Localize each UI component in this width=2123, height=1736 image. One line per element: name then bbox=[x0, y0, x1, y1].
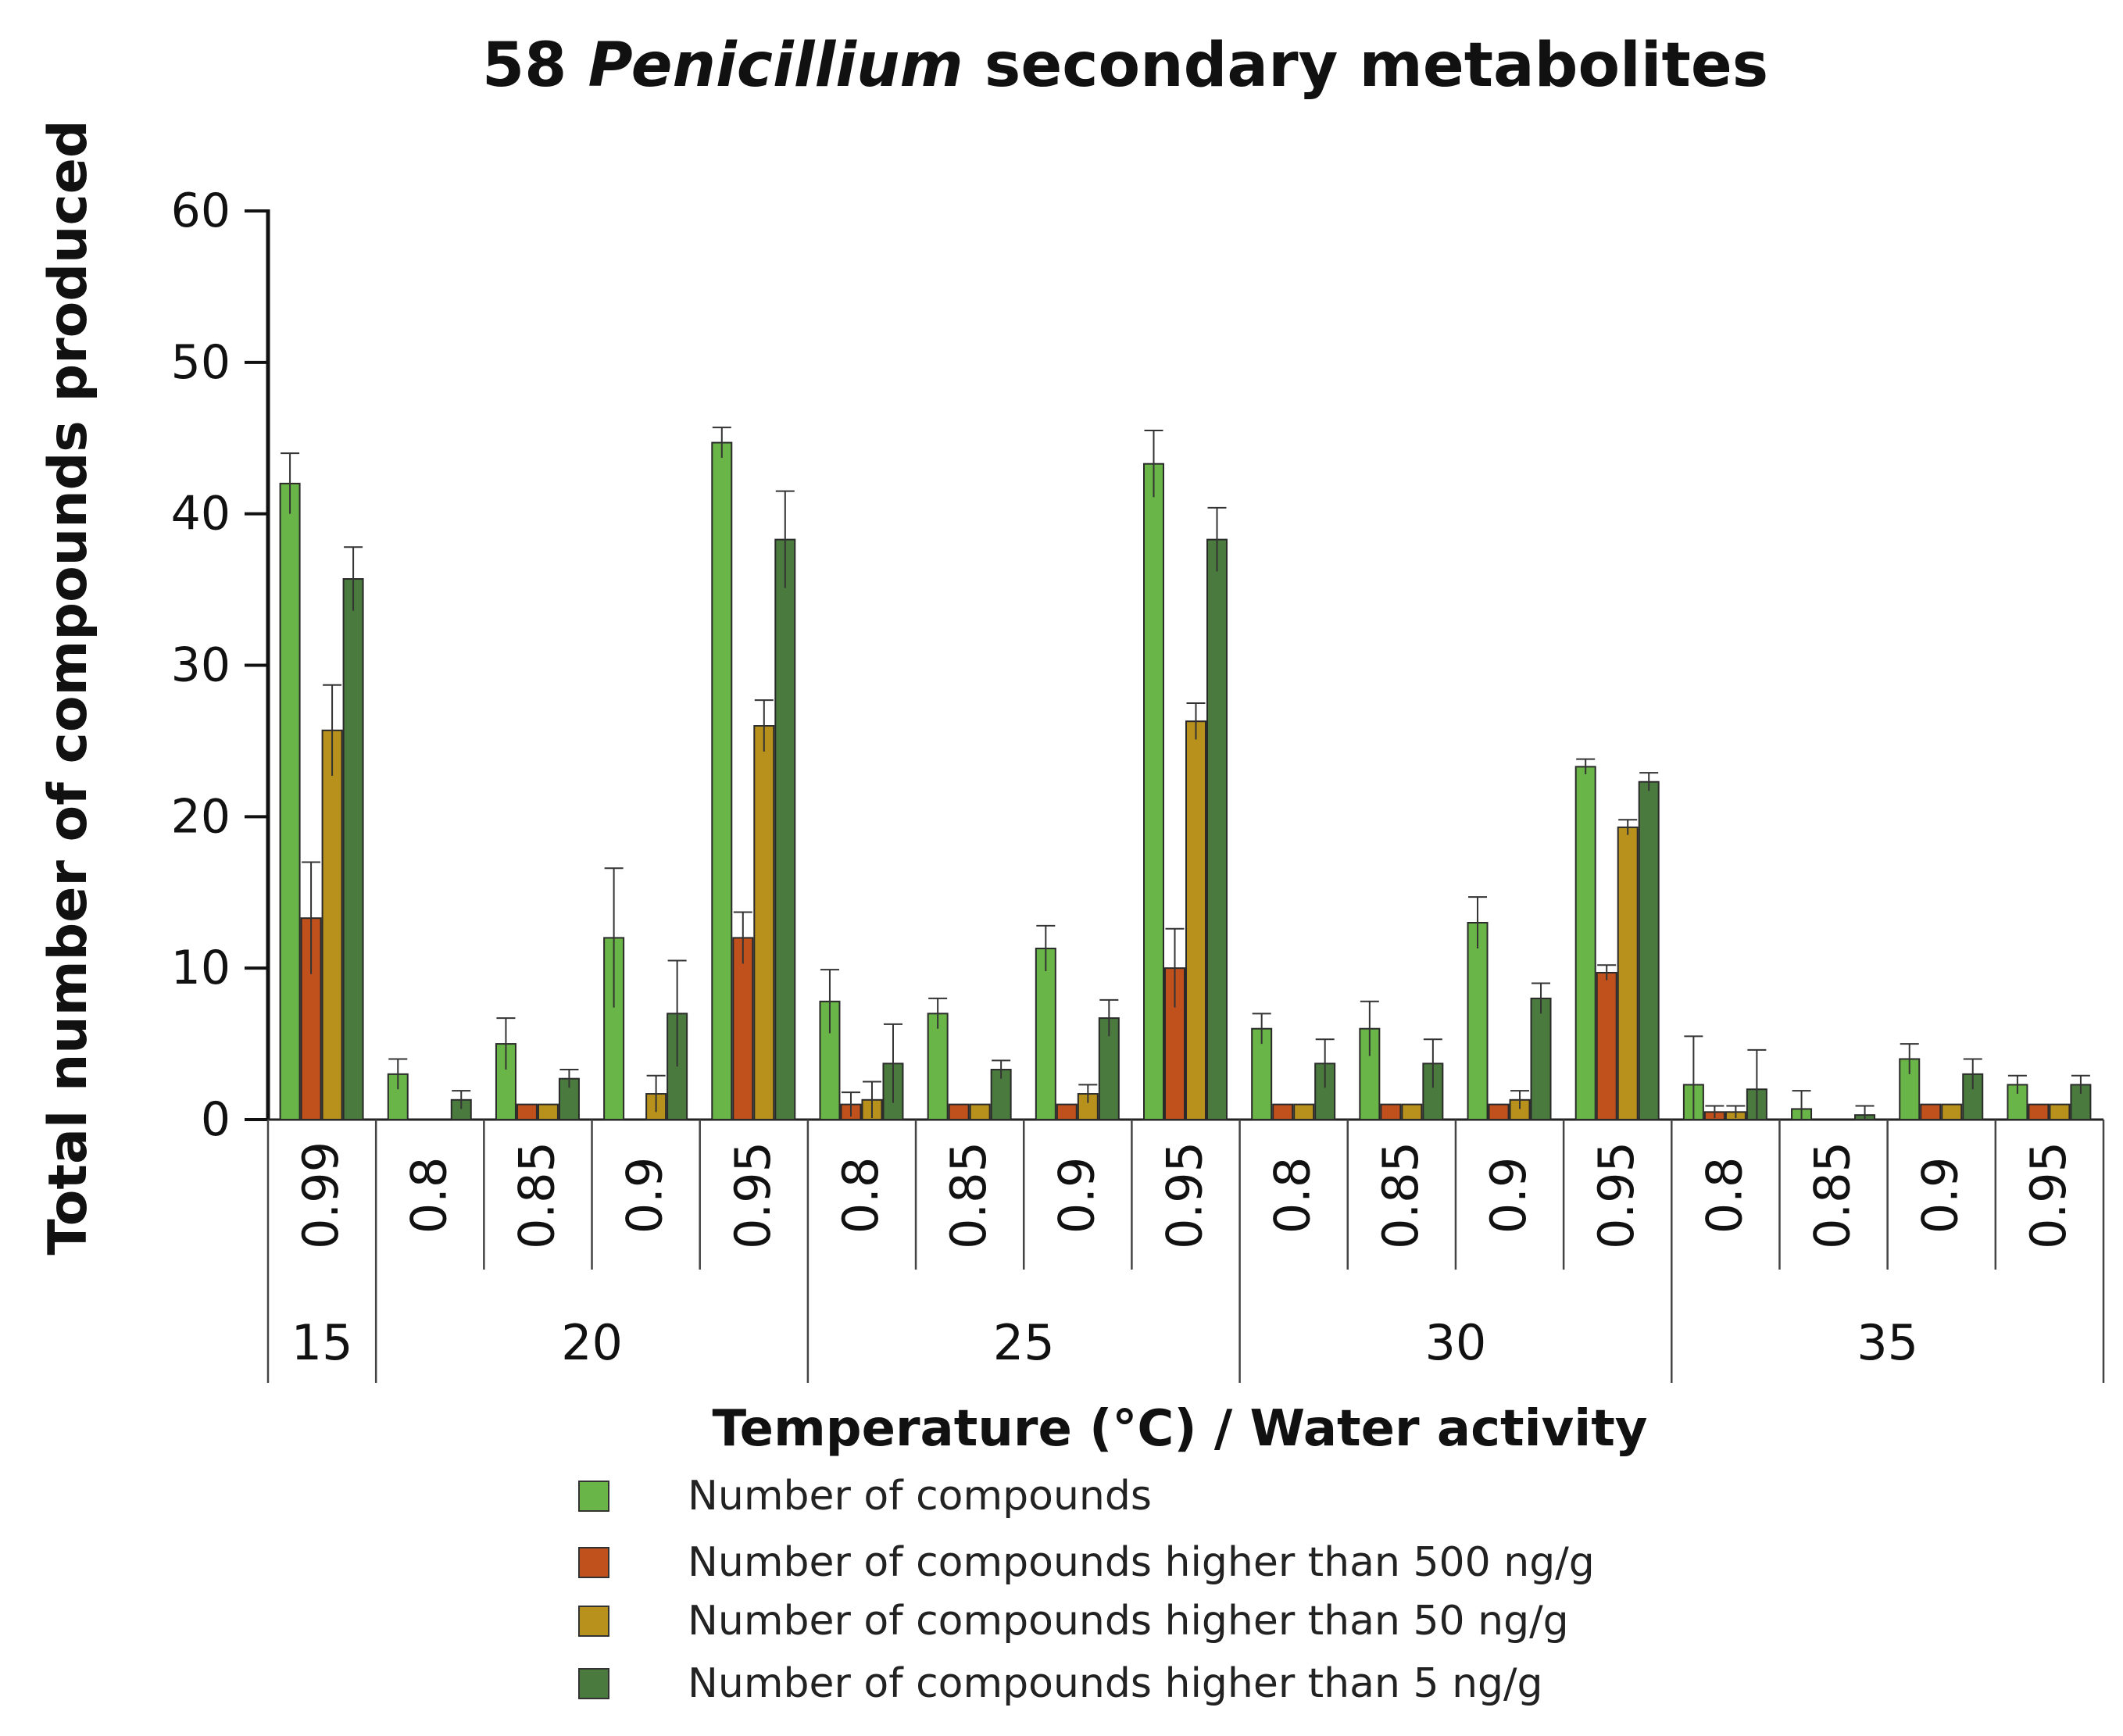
water-activity-label: 0.8 bbox=[1696, 1157, 1753, 1234]
bar bbox=[948, 1103, 970, 1121]
legend-label-500: Number of compounds higher than 500 ng/g bbox=[688, 1539, 1595, 1586]
bar bbox=[2028, 1103, 2050, 1121]
bar bbox=[1314, 1063, 1336, 1120]
chart-title: 58 Penicillium secondary metabolites bbox=[482, 30, 1768, 101]
water-activity-label: 0.95 bbox=[1588, 1141, 1645, 1249]
bar bbox=[1056, 1103, 1078, 1121]
bar bbox=[1488, 1103, 1510, 1121]
bar bbox=[1401, 1103, 1423, 1121]
legend-item-50: Number of compounds higher than 50 ng/g bbox=[578, 1594, 1569, 1648]
water-activity-label: 0.9 bbox=[617, 1157, 674, 1234]
bar bbox=[1617, 826, 1639, 1120]
water-activity-label: 0.9 bbox=[1048, 1157, 1105, 1234]
y-tick-label: 10 bbox=[171, 941, 231, 995]
legend-swatch-5 bbox=[578, 1668, 609, 1699]
temperature-label: 20 bbox=[561, 1314, 623, 1371]
water-activity-label: 0.85 bbox=[940, 1141, 997, 1249]
bar bbox=[516, 1103, 538, 1121]
bar bbox=[1638, 780, 1660, 1120]
chart-title-suffix: secondary metabolites bbox=[963, 30, 1768, 101]
temperature-label: 30 bbox=[1424, 1314, 1486, 1371]
y-tick-label: 30 bbox=[171, 638, 231, 693]
temperature-label: 35 bbox=[1857, 1314, 1918, 1371]
legend-swatch-compounds bbox=[578, 1481, 609, 1512]
y-axis-label: Total number of compounds produced bbox=[38, 120, 99, 1255]
bar bbox=[1574, 766, 1596, 1120]
legend-label-compounds: Number of compounds bbox=[688, 1473, 1152, 1520]
water-activity-label: 0.85 bbox=[1804, 1141, 1861, 1249]
legend-swatch-50 bbox=[578, 1606, 609, 1637]
legend-item-compounds: Number of compounds bbox=[578, 1469, 1152, 1523]
legend-item-500: Number of compounds higher than 500 ng/g bbox=[578, 1535, 1595, 1590]
bar bbox=[1143, 463, 1164, 1120]
legend-item-5: Number of compounds higher than 5 ng/g bbox=[578, 1656, 1543, 1711]
bar bbox=[342, 578, 364, 1120]
y-tick-label: 50 bbox=[171, 335, 231, 390]
water-activity-label: 0.8 bbox=[1264, 1157, 1321, 1234]
water-activity-label: 0.8 bbox=[832, 1157, 889, 1234]
water-activity-label: 0.95 bbox=[1156, 1141, 1213, 1249]
water-activity-label: 0.95 bbox=[2020, 1141, 2077, 1249]
bar bbox=[321, 729, 343, 1120]
water-activity-label: 0.9 bbox=[1480, 1157, 1537, 1234]
water-activity-label: 0.95 bbox=[724, 1141, 781, 1249]
bar bbox=[1380, 1103, 1402, 1121]
bar bbox=[537, 1103, 559, 1121]
bar bbox=[774, 538, 796, 1120]
water-activity-label: 0.85 bbox=[508, 1141, 565, 1249]
temperature-label: 15 bbox=[291, 1314, 353, 1371]
bar bbox=[732, 937, 754, 1121]
bar bbox=[711, 441, 733, 1120]
temperature-label: 25 bbox=[993, 1314, 1055, 1371]
bar bbox=[1467, 922, 1489, 1121]
bar bbox=[1596, 971, 1617, 1121]
plot-area: 0 10 20 30 40 50 60 0.99 0.8 0.85 0.9 0.95 0.8 0.85 0.… bbox=[171, 184, 2105, 1383]
bar bbox=[1035, 947, 1056, 1121]
bar bbox=[969, 1103, 991, 1121]
bar bbox=[1185, 720, 1206, 1120]
bar bbox=[1920, 1103, 1942, 1121]
legend-label-50: Number of compounds higher than 50 ng/g bbox=[688, 1598, 1569, 1645]
bar bbox=[1941, 1103, 1963, 1121]
y-tick-label: 60 bbox=[171, 184, 231, 238]
bar bbox=[1206, 538, 1228, 1120]
water-activity-label: 0.8 bbox=[400, 1157, 457, 1234]
legend-swatch-500 bbox=[578, 1547, 609, 1578]
bar bbox=[279, 482, 301, 1120]
water-activity-label: 0.99 bbox=[292, 1141, 349, 1249]
bar bbox=[753, 725, 775, 1120]
water-activity-label: 0.85 bbox=[1372, 1141, 1429, 1249]
y-tick-label: 20 bbox=[171, 789, 231, 844]
legend-label-5: Number of compounds higher than 5 ng/g bbox=[688, 1660, 1543, 1707]
water-activity-label: 0.9 bbox=[1912, 1157, 1969, 1234]
bar bbox=[1272, 1103, 1294, 1121]
y-tick-label: 40 bbox=[171, 487, 231, 541]
bar bbox=[1293, 1103, 1315, 1121]
bar bbox=[495, 1043, 516, 1121]
chart-title-prefix: 58 bbox=[482, 30, 588, 101]
bar bbox=[2049, 1103, 2071, 1121]
bar bbox=[927, 1013, 949, 1120]
x-axis-label: Temperature (°C) / Water activity bbox=[713, 1400, 1648, 1458]
bar bbox=[1530, 997, 1552, 1121]
y-tick-label: 0 bbox=[201, 1092, 231, 1147]
chart-title-italic: Penicillium bbox=[588, 30, 963, 101]
